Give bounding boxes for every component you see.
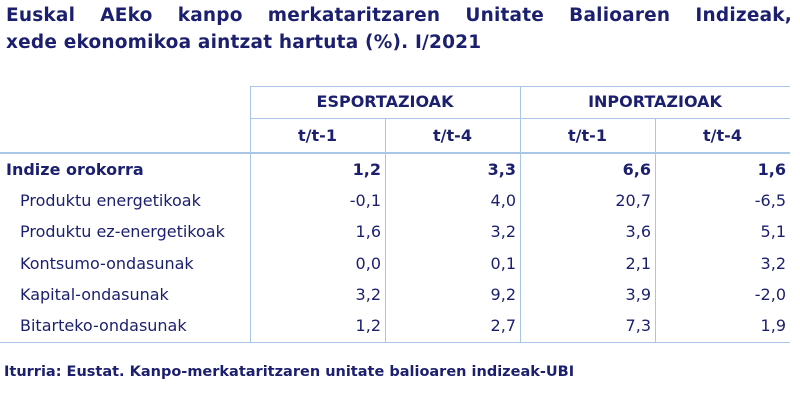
cell-value: -0,1 [349, 191, 381, 211]
row-label: Kontsumo-ondasunak [20, 253, 194, 273]
title-line: xede ekonomikoa aintzat hartuta (%). I/2… [6, 32, 482, 53]
row-label: Bitarteko-ondasunak [20, 316, 187, 335]
row-label: Kapital-ondasunak [20, 284, 169, 304]
cell-value: 4,0 [490, 191, 516, 211]
cell-value: 2,7 [490, 316, 516, 335]
cell-value: 2,1 [625, 253, 651, 273]
column-header: t/t-1 [298, 126, 337, 145]
cell-value: 6,6 [622, 160, 651, 179]
column-header: t/t-1 [568, 126, 607, 145]
rule [250, 86, 251, 342]
column-header: t/t-4 [703, 126, 742, 145]
group-header: ESPORTAZIOAK [316, 92, 454, 111]
cell-value: 3,2 [490, 222, 516, 242]
cell-value: 1,6 [757, 160, 786, 179]
cell-value: 0,0 [355, 253, 381, 273]
cell-value: 3,2 [355, 284, 381, 304]
row-label: Produktu ez-energetikoak [20, 222, 225, 242]
row-label: Produktu energetikoak [20, 191, 201, 211]
group-header: INPORTAZIOAK [588, 92, 722, 111]
row-label: Indize orokorra [6, 160, 144, 179]
rule [655, 118, 656, 342]
cell-value: 3,9 [625, 284, 651, 304]
cell-value: 3,6 [625, 222, 651, 242]
cell-value: 5,1 [760, 222, 786, 242]
cell-value: 0,1 [490, 253, 516, 273]
cell-value: 1,2 [355, 316, 381, 335]
cell-value: 3,2 [760, 253, 786, 273]
cell-value: 7,3 [625, 316, 651, 335]
rule [0, 152, 790, 154]
column-header: t/t-4 [433, 126, 472, 145]
source: Iturria: Eustat. Kanpo-merkataritzaren u… [4, 364, 575, 380]
cell-value: 1,9 [760, 316, 786, 335]
cell-value: -2,0 [754, 284, 786, 304]
cell-value: 9,2 [490, 284, 516, 304]
cell-value: -6,5 [754, 191, 786, 211]
cell-value: 1,2 [352, 160, 381, 179]
cell-value: 20,7 [615, 191, 651, 211]
title-line: Euskal AEko kanpo merkataritzaren Unitat… [6, 5, 792, 26]
rule [520, 86, 521, 342]
rule [385, 118, 386, 342]
rule [0, 342, 790, 343]
cell-value: 1,6 [355, 222, 381, 242]
cell-value: 3,3 [487, 160, 516, 179]
